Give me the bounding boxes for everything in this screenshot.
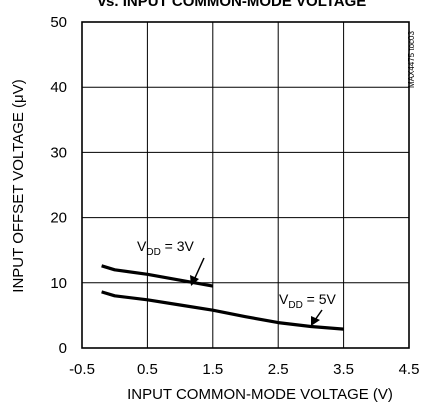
y-tick-labels: 0 10 20 30 40 50 [50,14,67,357]
chart-title: vs. INPUT COMMON-MODE VOLTAGE [98,0,367,10]
annotation-vdd-3v: VDD = 3V [137,238,195,258]
x-tick-label: 1.5 [202,361,223,378]
x-tick-label: 3.5 [333,361,354,378]
x-tick-label: 0.5 [137,361,158,378]
x-tick-label: 4.5 [399,361,420,378]
y-tick-label: 50 [50,14,67,31]
figure-id: MAX4475 toc03 [407,31,416,88]
y-tick-label: 30 [50,144,67,161]
x-tick-labels: -0.5 0.5 1.5 2.5 3.5 4.5 [69,361,419,378]
y-tick-label: 40 [50,79,67,96]
plot-frame [81,21,410,349]
x-tick-label: 2.5 [268,361,289,378]
y-axis-title: INPUT OFFSET VOLTAGE (μV) [10,79,27,292]
x-tick-label: -0.5 [69,361,95,378]
annotation-arrowhead-5v [311,316,320,326]
y-tick-label: 0 [59,340,67,357]
y-tick-label: 10 [50,275,67,292]
annotation-arrow-3v [193,257,205,281]
annotation-vdd-5v: VDD = 5V [279,291,337,311]
x-axis-title: INPUT COMMON-MODE VOLTAGE (V) [127,386,393,403]
series-line-vdd-5v [101,290,344,331]
annotation-arrowhead-3v [190,275,199,286]
y-tick-label: 20 [50,210,67,227]
